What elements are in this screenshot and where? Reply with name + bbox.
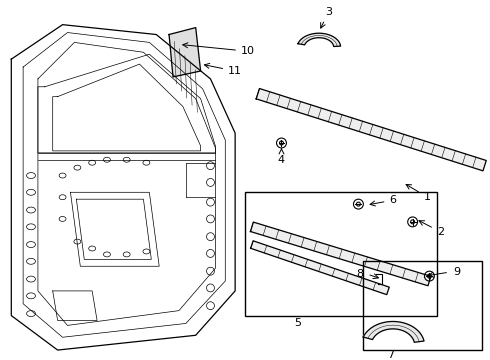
Text: 9: 9 <box>453 267 461 277</box>
Text: 3: 3 <box>320 7 332 28</box>
Text: 1: 1 <box>406 184 431 202</box>
Text: 11: 11 <box>204 63 242 76</box>
Text: 7: 7 <box>388 350 394 360</box>
Text: 2: 2 <box>419 221 444 237</box>
Polygon shape <box>256 89 486 171</box>
Text: 6: 6 <box>370 195 396 206</box>
Bar <box>245 192 437 316</box>
Polygon shape <box>363 321 424 342</box>
Polygon shape <box>298 33 341 46</box>
Polygon shape <box>250 222 431 286</box>
Polygon shape <box>169 28 200 77</box>
Bar <box>363 261 482 350</box>
Text: 4: 4 <box>278 149 285 165</box>
Text: 5: 5 <box>294 319 301 328</box>
Polygon shape <box>250 241 389 294</box>
Text: 10: 10 <box>183 43 255 56</box>
Text: 8: 8 <box>356 269 363 279</box>
